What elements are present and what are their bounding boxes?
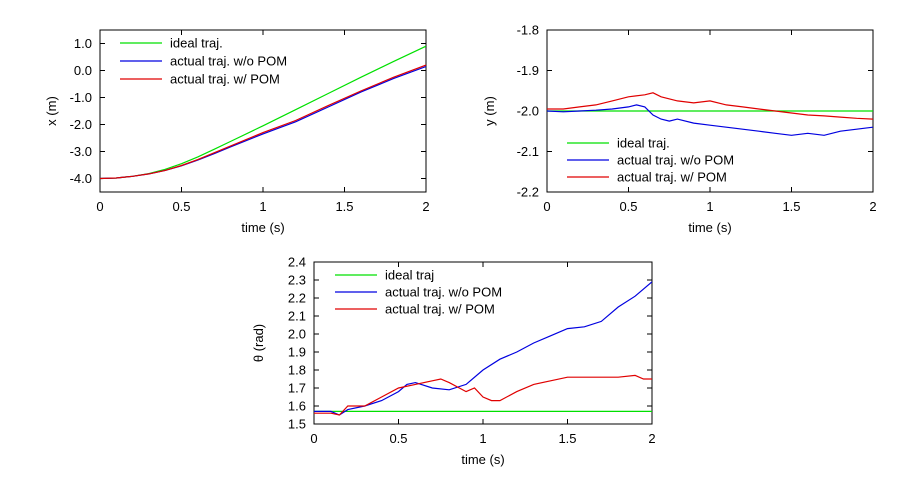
- legend-label-1: ideal traj.: [170, 36, 223, 51]
- legend-label-2: actual traj. w/o POM: [385, 285, 502, 300]
- y-tick-label: -2.0: [70, 117, 92, 132]
- y-tick-label: 1.7: [288, 381, 306, 396]
- x-tick-label: 1: [479, 431, 486, 446]
- series-line-3: [547, 92, 873, 120]
- y-tick-label: 2.4: [288, 255, 306, 270]
- legend-label-3: actual traj. w/ POM: [617, 170, 727, 185]
- x-tick-label: 2: [422, 199, 429, 214]
- y-tick-label: 1.6: [288, 399, 306, 414]
- x-axis-label: time (s): [461, 452, 504, 467]
- y-tick-label: 1.0: [74, 36, 92, 51]
- x-tick-label: 0.5: [619, 199, 637, 214]
- x-tick-label: 1: [259, 199, 266, 214]
- y-tick-label: 2.2: [288, 291, 306, 306]
- y-tick-label: 1.5: [288, 417, 306, 432]
- series-line-2: [547, 104, 873, 136]
- y-axis-label: θ (rad): [251, 324, 266, 362]
- x-tick-label: 1.5: [558, 431, 576, 446]
- x-tick-label: 0.5: [389, 431, 407, 446]
- series-line-3: [314, 374, 652, 416]
- y-tick-label: -1.0: [70, 90, 92, 105]
- x-tick-label: 2: [648, 431, 655, 446]
- chart-x-position: 0 0.5 1 1.5 2 -4.0 -3.0 -2.0 -1.0 0.0 1.0 time (s) x…: [44, 29, 430, 235]
- x-tick-label: 2: [869, 199, 876, 214]
- x-axis-label: time (s): [688, 220, 731, 235]
- x-tick-label: 0: [543, 199, 550, 214]
- y-tick-label: 2.0: [288, 327, 306, 342]
- x-tick-label: 1.5: [335, 199, 353, 214]
- y-tick-label: 1.9: [288, 345, 306, 360]
- y-tick-label: -1.9: [517, 63, 539, 78]
- legend-label-3: actual traj. w/ POM: [170, 72, 280, 87]
- y-tick-label: 2.3: [288, 273, 306, 288]
- legend-label-3: actual traj. w/ POM: [385, 302, 495, 317]
- x-axis-label: time (s): [241, 220, 284, 235]
- series-line-3: [100, 64, 426, 180]
- y-tick-label: 1.8: [288, 363, 306, 378]
- legend-label-2: actual traj. w/o POM: [617, 153, 734, 168]
- y-axis-label: x (m): [44, 96, 59, 126]
- x-tick-label: 0: [96, 199, 103, 214]
- y-tick-label: -3.0: [70, 144, 92, 159]
- y-tick-label: 2.1: [288, 309, 306, 324]
- y-tick-label: -1.8: [517, 23, 539, 38]
- y-tick-label: 0.0: [74, 63, 92, 78]
- y-tick-label: -2.2: [517, 185, 539, 200]
- y-tick-label: -4.0: [70, 171, 92, 186]
- x-tick-label: 0.5: [172, 199, 190, 214]
- series-line-2: [314, 281, 652, 416]
- x-tick-label: 1.5: [782, 199, 800, 214]
- x-tick-label: 0: [310, 431, 317, 446]
- y-tick-label: -2.1: [517, 144, 539, 159]
- legend-label-1: ideal traj.: [617, 136, 670, 151]
- y-tick-label: -2.0: [517, 104, 539, 119]
- chart-y-position: 0 0.5 1 1.5 2 -2.2 -2.1 -2.0 -1.9 -1.8 time (s) y (…: [482, 23, 877, 236]
- x-tick-label: 1: [706, 199, 713, 214]
- legend-label-2: actual traj. w/o POM: [170, 54, 287, 69]
- legend-label-1: ideal traj: [385, 268, 434, 283]
- y-axis-label: y (m): [482, 96, 497, 126]
- chart-theta: 0 0.5 1 1.5 2 1.5 1.6 1.7 1.8 1.9 2.0 2.1 2.2 2.3 2.4 t…: [251, 255, 656, 468]
